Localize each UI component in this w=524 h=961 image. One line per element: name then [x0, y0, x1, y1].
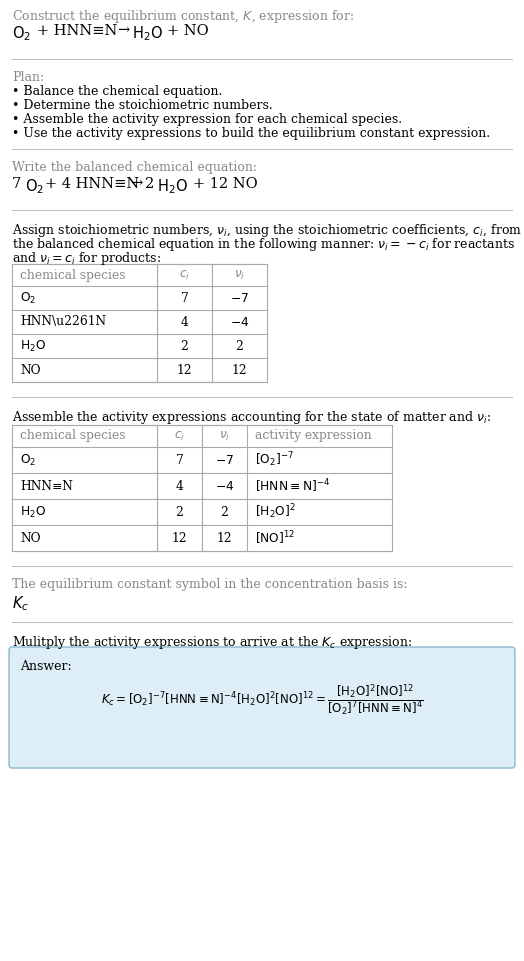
Text: $K_c$: $K_c$ — [12, 594, 29, 613]
Text: $\mathrm{O_2}$: $\mathrm{O_2}$ — [20, 453, 36, 468]
Bar — [12, 264, 267, 382]
Text: →: → — [117, 24, 129, 38]
Text: 12: 12 — [232, 363, 247, 377]
Text: $-4$: $-4$ — [215, 480, 234, 492]
Text: Write the balanced chemical equation:: Write the balanced chemical equation: — [12, 161, 257, 174]
Text: $\mathrm{H_2O}$: $\mathrm{H_2O}$ — [20, 338, 46, 354]
Text: • Determine the stoichiometric numbers.: • Determine the stoichiometric numbers. — [12, 99, 273, 112]
Text: Construct the equilibrium constant, $K$, expression for:: Construct the equilibrium constant, $K$,… — [12, 8, 354, 25]
Text: 4: 4 — [181, 315, 189, 329]
Text: chemical species: chemical species — [20, 430, 126, 442]
FancyBboxPatch shape — [9, 647, 515, 768]
Text: NO: NO — [20, 363, 40, 377]
Text: $\mathrm{O_2}$: $\mathrm{O_2}$ — [25, 177, 44, 196]
Text: Plan:: Plan: — [12, 71, 44, 84]
Text: $-7$: $-7$ — [230, 291, 249, 305]
Text: 2: 2 — [145, 177, 159, 191]
Text: $\mathrm{O_2}$: $\mathrm{O_2}$ — [12, 24, 31, 42]
Text: and $\nu_i = c_i$ for products:: and $\nu_i = c_i$ for products: — [12, 250, 161, 267]
Text: the balanced chemical equation in the following manner: $\nu_i = -c_i$ for react: the balanced chemical equation in the fo… — [12, 236, 515, 253]
Text: $c_i$: $c_i$ — [174, 430, 185, 443]
Bar — [12, 425, 392, 551]
Text: $[\mathrm{H_2O}]^{2}$: $[\mathrm{H_2O}]^{2}$ — [255, 503, 296, 522]
Text: The equilibrium constant symbol in the concentration basis is:: The equilibrium constant symbol in the c… — [12, 578, 408, 591]
Text: HNN\u2261N: HNN\u2261N — [20, 315, 106, 329]
Text: + 4 HNN≡N: + 4 HNN≡N — [45, 177, 139, 191]
Text: 2: 2 — [181, 339, 189, 353]
Text: 12: 12 — [217, 531, 232, 545]
Text: $[\mathrm{NO}]^{12}$: $[\mathrm{NO}]^{12}$ — [255, 530, 296, 547]
Text: Assign stoichiometric numbers, $\nu_i$, using the stoichiometric coefficients, $: Assign stoichiometric numbers, $\nu_i$, … — [12, 222, 522, 239]
Text: $-7$: $-7$ — [215, 454, 234, 466]
Text: activity expression: activity expression — [255, 430, 372, 442]
Text: $[\mathrm{O_2}]^{-7}$: $[\mathrm{O_2}]^{-7}$ — [255, 451, 294, 469]
Text: $\mathrm{O_2}$: $\mathrm{O_2}$ — [20, 290, 36, 306]
Text: Answer:: Answer: — [20, 660, 72, 673]
Text: $\mathrm{H_2O}$: $\mathrm{H_2O}$ — [20, 505, 46, 520]
Text: Assemble the activity expressions accounting for the state of matter and $\nu_i$: Assemble the activity expressions accoun… — [12, 409, 491, 426]
Text: + NO: + NO — [167, 24, 209, 38]
Text: 2: 2 — [221, 505, 228, 519]
Text: • Assemble the activity expression for each chemical species.: • Assemble the activity expression for e… — [12, 113, 402, 126]
Text: 4: 4 — [176, 480, 183, 492]
Text: 7: 7 — [176, 454, 183, 466]
Text: Mulitply the activity expressions to arrive at the $K_c$ expression:: Mulitply the activity expressions to arr… — [12, 634, 412, 651]
Text: chemical species: chemical species — [20, 268, 126, 282]
Text: • Use the activity expressions to build the equilibrium constant expression.: • Use the activity expressions to build … — [12, 127, 490, 140]
Text: $\nu_i$: $\nu_i$ — [234, 268, 245, 282]
Text: $c_i$: $c_i$ — [179, 268, 190, 282]
Text: 7: 7 — [181, 291, 188, 305]
Text: + HNN≡N: + HNN≡N — [37, 24, 117, 38]
Text: 12: 12 — [177, 363, 192, 377]
Text: 2: 2 — [176, 505, 183, 519]
Text: + 12 NO: + 12 NO — [193, 177, 258, 191]
Text: $\mathrm{H_2O}$: $\mathrm{H_2O}$ — [132, 24, 163, 42]
Text: →: → — [130, 177, 142, 191]
Text: $[\mathrm{HNN{\equiv}N}]^{-4}$: $[\mathrm{HNN{\equiv}N}]^{-4}$ — [255, 478, 331, 495]
Text: HNN≡N: HNN≡N — [20, 480, 73, 492]
Text: $K_c = [\mathrm{O_2}]^{-7}[\mathrm{HNN{\equiv}N}]^{-4}[\mathrm{H_2O}]^{2}[\mathr: $K_c = [\mathrm{O_2}]^{-7}[\mathrm{HNN{\… — [101, 682, 423, 718]
Text: $-4$: $-4$ — [230, 315, 249, 329]
Text: 7: 7 — [12, 177, 26, 191]
Text: 12: 12 — [172, 531, 187, 545]
Text: $\mathrm{H_2O}$: $\mathrm{H_2O}$ — [157, 177, 188, 196]
Text: • Balance the chemical equation.: • Balance the chemical equation. — [12, 85, 222, 98]
Text: $\nu_i$: $\nu_i$ — [219, 430, 230, 443]
Text: 2: 2 — [236, 339, 244, 353]
Text: NO: NO — [20, 531, 40, 545]
